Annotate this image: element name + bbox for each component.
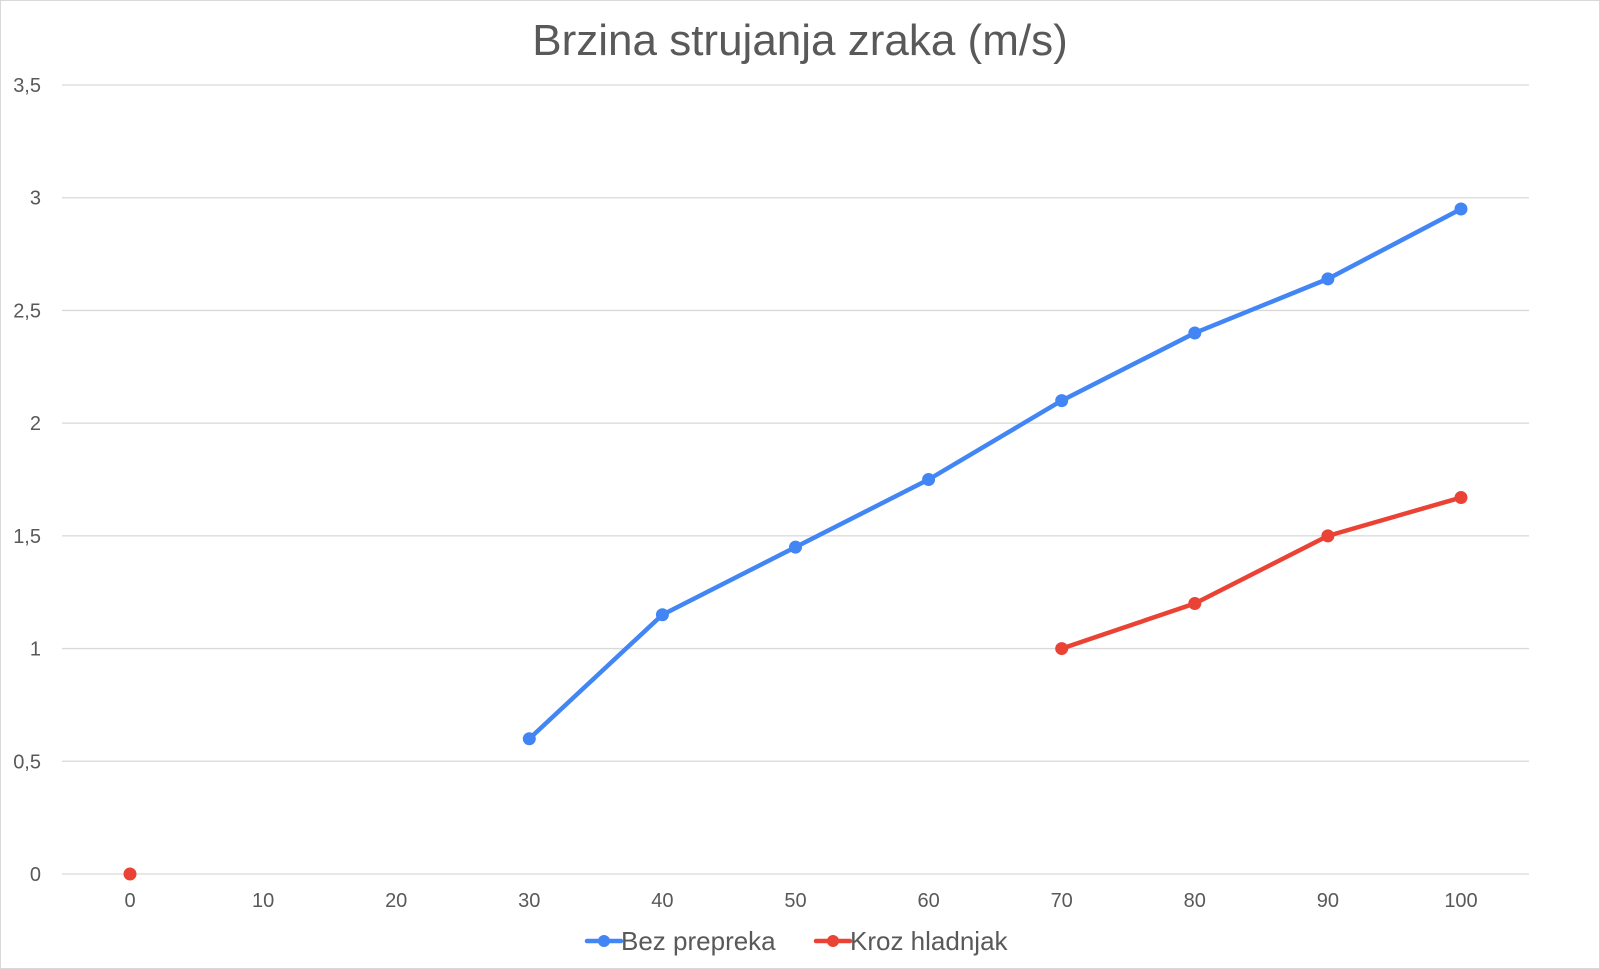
data-point — [1188, 326, 1202, 340]
data-point — [1055, 642, 1069, 656]
data-point — [1321, 529, 1335, 543]
chart-title: Brzina strujanja zraka (m/s) — [532, 16, 1067, 65]
y-axis-ticks: 0 0,5 1 1,5 2 2,5 3 3,5 — [13, 75, 41, 886]
data-point — [1055, 394, 1069, 408]
y-tick-label: 0,5 — [13, 751, 41, 773]
legend-label: Bez prepreka — [621, 926, 776, 956]
series-1 — [522, 202, 1468, 746]
y-tick-label: 3 — [30, 188, 41, 210]
data-point — [123, 867, 137, 881]
series-2 — [123, 491, 1468, 881]
data-point — [522, 732, 536, 746]
data-point — [1188, 596, 1202, 610]
y-tick-label: 2 — [30, 413, 41, 435]
data-point — [1321, 272, 1335, 286]
y-tick-label: 1 — [30, 639, 41, 661]
x-tick-label: 10 — [252, 890, 274, 912]
x-tick-label: 70 — [1051, 890, 1073, 912]
series-line — [1059, 495, 1464, 651]
x-tick-label: 50 — [784, 890, 806, 912]
data-point — [789, 540, 802, 554]
data-point — [1454, 491, 1468, 505]
x-tick-label: 100 — [1444, 890, 1477, 912]
series-layer — [123, 202, 1468, 881]
x-tick-label: 40 — [651, 890, 673, 912]
y-tick-label: 1,5 — [13, 526, 41, 548]
legend: Bez prepreka Kroz hladnjak — [584, 926, 1009, 956]
y-tick-label: 0 — [30, 864, 41, 886]
legend-swatch-marker — [827, 935, 839, 947]
legend-item-2: Kroz hladnjak — [813, 926, 1009, 956]
x-tick-label: 60 — [917, 890, 939, 912]
legend-item-1: Bez prepreka — [584, 926, 776, 956]
gridlines — [62, 84, 1529, 875]
y-tick-label: 3,5 — [13, 75, 41, 97]
data-point — [922, 473, 936, 486]
series-line — [527, 206, 1464, 741]
x-axis-ticks: 0 10 20 30 40 50 60 70 80 90 100 — [124, 890, 1477, 912]
x-tick-label: 30 — [518, 890, 540, 912]
data-point — [1454, 202, 1468, 216]
legend-swatch-marker — [598, 935, 610, 947]
data-point — [655, 608, 669, 622]
x-tick-label: 90 — [1317, 890, 1339, 912]
legend-label: Kroz hladnjak — [850, 926, 1009, 956]
x-tick-label: 80 — [1184, 890, 1206, 912]
x-tick-label: 20 — [385, 890, 407, 912]
y-tick-label: 2,5 — [13, 300, 41, 322]
x-tick-label: 0 — [124, 890, 135, 912]
